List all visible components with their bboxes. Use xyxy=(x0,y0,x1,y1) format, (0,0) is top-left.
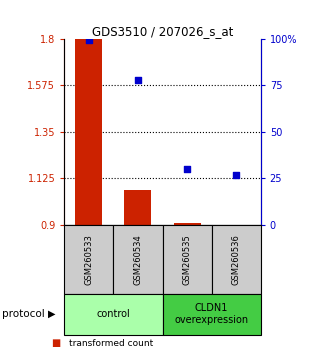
Text: ▶: ▶ xyxy=(48,309,55,319)
Point xyxy=(184,166,190,172)
Text: GSM260536: GSM260536 xyxy=(232,234,241,285)
Bar xyxy=(162,225,212,294)
Title: GDS3510 / 207026_s_at: GDS3510 / 207026_s_at xyxy=(92,25,233,38)
Text: ■: ■ xyxy=(51,338,60,348)
Bar xyxy=(124,190,151,225)
Bar xyxy=(162,294,261,335)
Text: GSM260535: GSM260535 xyxy=(182,234,192,285)
Bar xyxy=(75,39,102,225)
Point xyxy=(234,172,239,177)
Text: CLDN1
overexpression: CLDN1 overexpression xyxy=(175,303,249,325)
Text: protocol: protocol xyxy=(2,309,45,319)
Text: control: control xyxy=(97,309,130,319)
Bar xyxy=(64,294,162,335)
Point xyxy=(86,37,91,43)
Bar xyxy=(64,225,114,294)
Point xyxy=(135,77,141,82)
Bar xyxy=(114,225,162,294)
Text: GSM260533: GSM260533 xyxy=(84,234,93,285)
Text: GSM260534: GSM260534 xyxy=(133,234,143,285)
Bar xyxy=(212,225,261,294)
Bar xyxy=(174,223,201,225)
Text: transformed count: transformed count xyxy=(69,339,153,348)
